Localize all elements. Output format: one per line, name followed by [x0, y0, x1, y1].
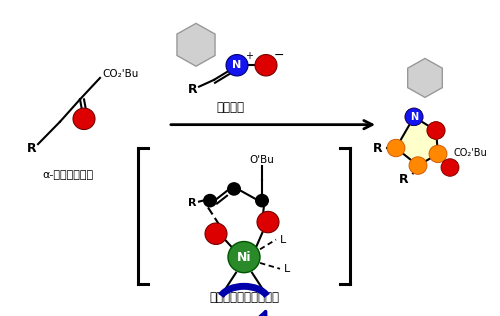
Text: L: L	[280, 234, 286, 245]
Circle shape	[205, 223, 227, 245]
Text: R: R	[188, 83, 198, 96]
Text: N: N	[232, 60, 241, 70]
Circle shape	[427, 122, 445, 139]
Text: N: N	[410, 112, 418, 122]
Text: R: R	[373, 142, 383, 155]
Circle shape	[228, 241, 260, 273]
Text: R: R	[399, 173, 409, 186]
Text: +: +	[245, 51, 253, 60]
Text: ニッケルーエノレート: ニッケルーエノレート	[209, 290, 279, 304]
Circle shape	[429, 145, 447, 163]
Circle shape	[203, 194, 217, 207]
Circle shape	[73, 108, 95, 130]
Circle shape	[226, 55, 248, 76]
Text: ニトロン: ニトロン	[216, 100, 244, 114]
Circle shape	[255, 55, 277, 76]
Circle shape	[409, 157, 427, 174]
Circle shape	[405, 108, 423, 126]
Text: L: L	[284, 264, 290, 274]
Text: −: −	[274, 49, 284, 62]
Text: CO₂'Bu: CO₂'Bu	[102, 69, 139, 79]
Text: R: R	[27, 142, 37, 155]
Circle shape	[441, 159, 459, 176]
Text: CO₂'Bu: CO₂'Bu	[453, 148, 487, 158]
Polygon shape	[177, 23, 215, 66]
Polygon shape	[408, 58, 442, 97]
Circle shape	[405, 108, 423, 126]
Text: R: R	[188, 198, 196, 208]
Circle shape	[427, 122, 445, 139]
Circle shape	[257, 211, 279, 233]
Text: O'Bu: O'Bu	[250, 155, 274, 165]
Text: Ni: Ni	[237, 251, 252, 264]
Circle shape	[227, 182, 241, 196]
Text: α-ケトエステル: α-ケトエステル	[42, 170, 94, 180]
Polygon shape	[396, 117, 438, 166]
Circle shape	[255, 194, 269, 207]
Circle shape	[387, 139, 405, 157]
